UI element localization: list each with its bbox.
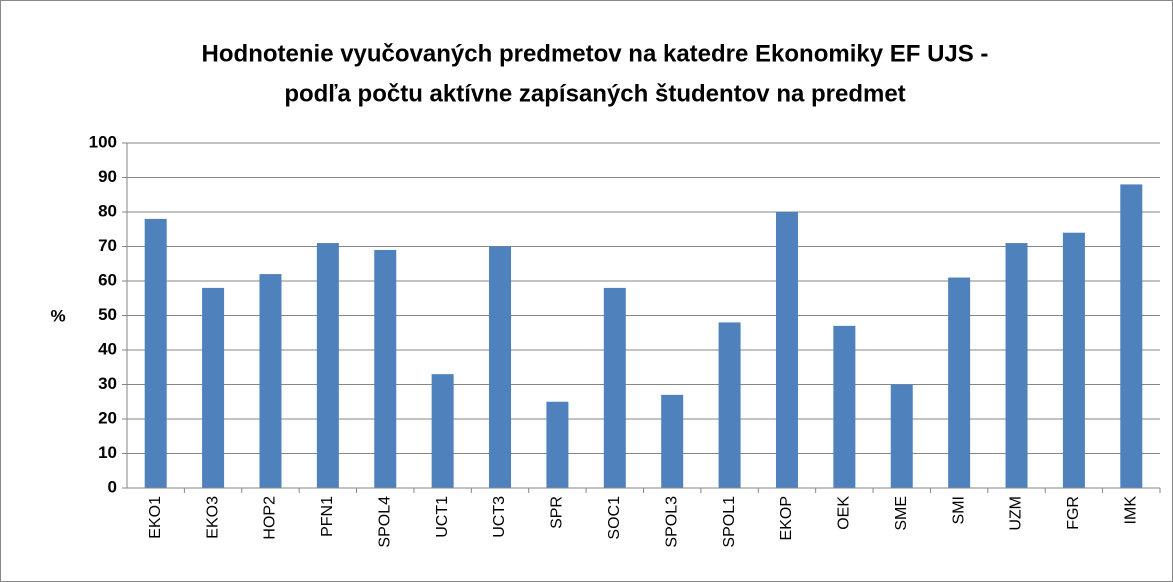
- x-tick-label: SPOL3: [663, 496, 680, 548]
- bar: [546, 401, 569, 488]
- bar: [144, 218, 167, 488]
- x-tick-label: SOC1: [606, 496, 623, 540]
- y-axis-label: %: [50, 306, 65, 325]
- x-tick-label: FGR: [1065, 496, 1082, 530]
- x-tick-label: UZM: [1008, 496, 1025, 531]
- bar: [775, 212, 798, 488]
- bar: [259, 274, 282, 488]
- bar: [1062, 232, 1085, 488]
- y-tick-label: 70: [98, 236, 117, 255]
- y-tick-label: 100: [89, 132, 117, 151]
- x-tick-label: SMI: [950, 496, 967, 524]
- x-tick-label: EKO1: [147, 496, 164, 539]
- x-tick-label: SPR: [549, 496, 566, 529]
- chart-title: Hodnotenie vyučovaných predmetov na kate…: [202, 40, 989, 67]
- bar: [374, 249, 397, 488]
- bar: [431, 374, 454, 488]
- x-tick-label: SPOL4: [376, 496, 393, 548]
- y-tick-label: 10: [98, 443, 117, 462]
- bar: [1120, 184, 1143, 488]
- bar: [718, 322, 741, 488]
- y-tick-label: 20: [98, 408, 117, 427]
- chart-title: podľa počtu aktívne zapísaných študentov…: [284, 80, 905, 107]
- bar: [1005, 243, 1028, 488]
- x-tick-label: UCT3: [491, 496, 508, 538]
- y-tick-label: 0: [108, 477, 117, 496]
- y-tick-label: 80: [98, 201, 117, 220]
- bar: [202, 287, 225, 488]
- y-tick-label: 40: [98, 339, 117, 358]
- y-tick-label: 90: [98, 167, 117, 186]
- x-tick-label: HOP2: [262, 496, 279, 540]
- bar: [833, 325, 856, 488]
- bar: [890, 384, 913, 488]
- x-tick-label: SME: [893, 496, 910, 531]
- x-tick-label: OEK: [836, 496, 853, 530]
- bar: [489, 246, 512, 488]
- y-tick-label: 50: [98, 305, 117, 324]
- bar: [948, 277, 971, 488]
- bar: [661, 394, 684, 488]
- x-tick-label: EKO3: [204, 496, 221, 539]
- y-tick-label: 60: [98, 270, 117, 289]
- x-tick-label: IMK: [1123, 496, 1140, 525]
- x-tick-label: EKOP: [778, 496, 795, 540]
- x-tick-label: SPOL1: [721, 496, 738, 548]
- x-tick-label: PFN1: [319, 496, 336, 537]
- bar: [603, 287, 626, 488]
- y-tick-label: 30: [98, 374, 117, 393]
- bar: [316, 243, 339, 488]
- x-tick-label: UCT1: [434, 496, 451, 538]
